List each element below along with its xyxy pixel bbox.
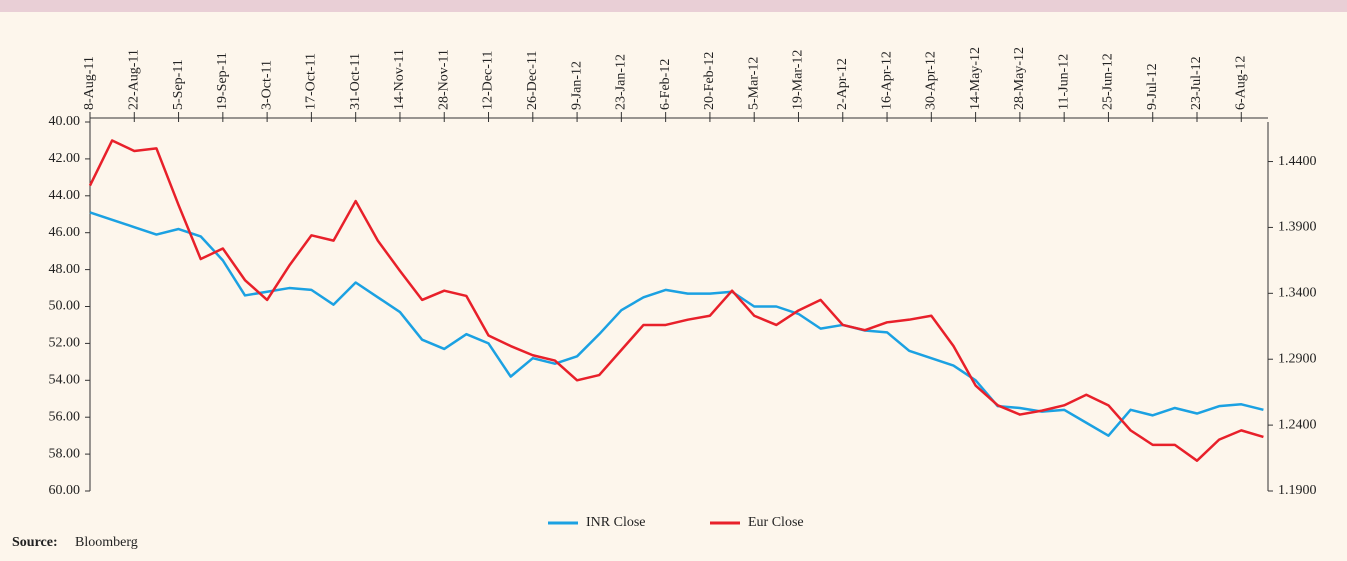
x-tick-label: 9-Jul-12	[1145, 63, 1160, 110]
y2-tick-label: 1.4400	[1278, 154, 1317, 169]
x-tick-label: 12-Dec-11	[481, 51, 496, 110]
x-tick-label: 14-Nov-11	[392, 49, 407, 110]
y-tick-label: 40.00	[49, 114, 81, 129]
x-tick-label: 19-Mar-12	[791, 50, 806, 110]
x-tick-label: 17-Oct-11	[304, 53, 319, 110]
x-tick-label: 23-Jan-12	[614, 54, 629, 110]
y2-tick-label: 1.2400	[1278, 417, 1317, 432]
y2-tick-label: 1.3400	[1278, 286, 1317, 301]
x-tick-label: 16-Apr-12	[879, 51, 894, 110]
header-band	[0, 0, 1347, 12]
x-tick-label: 22-Aug-11	[126, 49, 141, 110]
x-tick-label: 11-Jun-12	[1056, 54, 1071, 110]
legend-label: Eur Close	[748, 515, 804, 530]
x-tick-label: 5-Mar-12	[746, 57, 761, 110]
x-tick-label: 28-May-12	[1012, 47, 1027, 110]
source: Bloomberg	[75, 535, 138, 550]
source-label: Source:	[12, 535, 58, 550]
y2-tick-label: 1.3900	[1278, 220, 1317, 235]
y-tick-label: 60.00	[49, 483, 81, 498]
y-tick-label: 44.00	[49, 188, 81, 203]
x-tick-label: 30-Apr-12	[924, 51, 939, 110]
x-tick-label: 25-Jun-12	[1101, 53, 1116, 110]
x-tick-label: 26-Dec-11	[525, 51, 540, 110]
x-tick-label: 28-Nov-11	[436, 49, 451, 110]
y-tick-label: 46.00	[49, 225, 81, 240]
x-tick-label: 8-Aug-11	[82, 56, 97, 110]
legend-label: INR Close	[586, 515, 646, 530]
x-tick-label: 2-Apr-12	[835, 58, 850, 110]
y-tick-label: 42.00	[49, 151, 81, 166]
x-tick-label: 31-Oct-11	[348, 53, 363, 110]
x-tick-label: 20-Feb-12	[702, 52, 717, 110]
y2-tick-label: 1.1900	[1278, 483, 1317, 498]
series-line	[89, 211, 1264, 437]
x-tick-label: 6-Feb-12	[658, 59, 673, 110]
x-tick-label: 6-Aug-12	[1233, 56, 1248, 110]
y-tick-label: 50.00	[49, 299, 81, 314]
y2-tick-label: 1.2900	[1278, 351, 1317, 366]
series-line	[88, 139, 1264, 462]
x-tick-label: 5-Sep-11	[171, 59, 186, 110]
y-tick-label: 52.00	[49, 336, 81, 351]
y-tick-label: 56.00	[49, 409, 81, 424]
x-tick-label: 3-Oct-11	[259, 60, 274, 110]
x-tick-label: 14-May-12	[968, 47, 983, 110]
x-tick-label: 19-Sep-11	[215, 52, 230, 110]
x-tick-label: 9-Jan-12	[569, 61, 584, 110]
y-tick-label: 58.00	[49, 446, 81, 461]
y-tick-label: 54.00	[49, 373, 81, 388]
y-tick-label: 48.00	[49, 262, 81, 277]
x-tick-label: 23-Jul-12	[1189, 56, 1204, 110]
